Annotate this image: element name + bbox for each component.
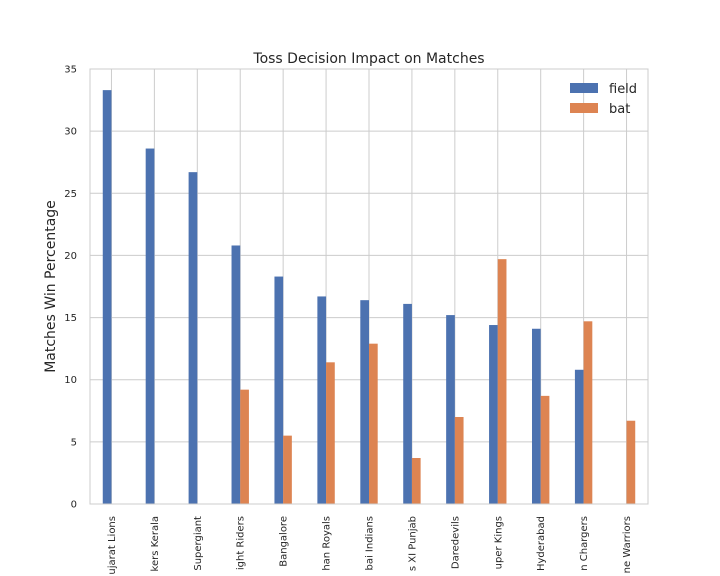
- x-tick-label: han Royals: [322, 516, 333, 571]
- bar-field: [446, 315, 455, 504]
- x-tick-label: ujarat Lions: [107, 516, 118, 575]
- bar-field: [489, 325, 498, 504]
- y-tick-label: 35: [64, 65, 77, 76]
- bars: [102, 90, 636, 505]
- bar-field: [231, 245, 241, 504]
- legend-swatch-bat: [570, 103, 598, 113]
- x-ticks: ujarat Lions kers Kerala Supergiant ight Ri…: [107, 516, 633, 575]
- plot-frame: [89, 68, 649, 505]
- y-tick-label: 20: [64, 251, 77, 262]
- y-axis-label: Matches Win Percentage: [43, 200, 59, 373]
- bar-field: [145, 148, 155, 505]
- bar-bat: [240, 389, 249, 504]
- bar-bat: [497, 259, 507, 504]
- bar-bat: [369, 343, 378, 504]
- bar-bat: [626, 420, 636, 504]
- legend-label-field: field: [609, 82, 637, 97]
- x-tick-label: Daredevils: [450, 516, 461, 569]
- x-tick-label: ne Warriors: [622, 516, 633, 573]
- y-tick-label: 30: [64, 127, 77, 138]
- bar-field: [188, 172, 198, 504]
- x-tick-label: Bangalore: [279, 516, 290, 567]
- bar-field: [274, 276, 284, 504]
- legend-label-bat: bat: [609, 102, 630, 117]
- bar-bat: [283, 435, 292, 504]
- y-tick-label: 10: [64, 375, 77, 386]
- x-tick-label: Hyderabad: [536, 516, 547, 571]
- bar-field: [574, 369, 584, 504]
- chart-title: Toss Decision Impact on Matches: [252, 51, 484, 67]
- bar-bat: [540, 395, 550, 504]
- bar-bat: [583, 321, 593, 504]
- bar-field: [403, 303, 412, 504]
- y-tick-label: 5: [71, 437, 77, 448]
- bar-bat: [411, 458, 421, 504]
- x-tick-label: bai Indians: [365, 516, 376, 571]
- x-tick-label: uper Kings: [493, 516, 504, 569]
- bar-field: [360, 300, 369, 504]
- x-tick-label: s XI Punjab: [407, 516, 418, 571]
- y-tick-label: 15: [64, 313, 77, 324]
- x-tick-label: ight Riders: [236, 516, 247, 570]
- bar-field: [317, 296, 327, 504]
- bar-bat: [326, 362, 335, 504]
- bar-field: [531, 328, 541, 504]
- bar-bat: [454, 417, 464, 504]
- x-tick-label: kers Kerala: [150, 516, 161, 571]
- x-tick-label: n Chargers: [579, 516, 590, 571]
- bar-field: [102, 90, 112, 504]
- legend: field bat: [570, 82, 637, 117]
- y-tick-label: 25: [64, 189, 77, 200]
- x-tick-label: Supergiant: [193, 516, 204, 571]
- legend-swatch-field: [570, 83, 598, 93]
- y-ticks: 0 5 10 15 20 25 30 35: [64, 65, 77, 511]
- y-tick-label: 0: [71, 500, 77, 511]
